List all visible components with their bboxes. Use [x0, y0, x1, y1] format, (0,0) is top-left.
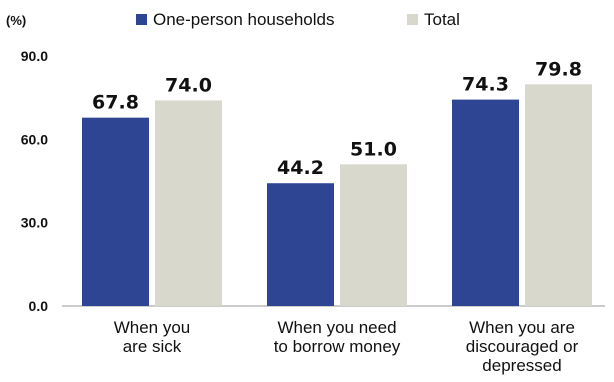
- category-label: When you are discouraged or depressed: [466, 318, 579, 375]
- data-label: 44.2: [277, 157, 324, 179]
- data-label: 74.0: [165, 74, 212, 96]
- data-label: 67.8: [92, 92, 139, 114]
- data-label: 51.0: [350, 138, 397, 160]
- legend-label: One-person households: [153, 10, 334, 29]
- bar: [340, 164, 407, 306]
- data-label: 79.8: [535, 58, 582, 80]
- y-axis-unit: (%): [6, 13, 26, 28]
- legend-label: Total: [424, 10, 460, 29]
- y-tick-label: 90.0: [21, 48, 48, 64]
- bar: [267, 183, 334, 306]
- category-label-line: depressed: [482, 356, 561, 375]
- legend-swatch: [407, 14, 418, 25]
- legend: One-person households Total: [136, 10, 460, 29]
- y-tick-label: 0.0: [29, 298, 49, 314]
- y-tick-label: 30.0: [21, 215, 48, 231]
- bar: [452, 99, 519, 306]
- category-label-line: discouraged or: [466, 337, 579, 356]
- category-label-line: to borrow money: [274, 337, 401, 356]
- y-axis-ticks: 0.0 30.0 60.0 90.0: [21, 48, 48, 314]
- data-labels: 67.8 44.2 74.3 74.0 51.0 79.8: [92, 58, 582, 179]
- bar: [155, 100, 222, 306]
- category-label-line: When you: [114, 318, 191, 337]
- category-label-line: When you need: [277, 318, 396, 337]
- category-label-line: are sick: [123, 337, 182, 356]
- data-label: 74.3: [462, 74, 509, 96]
- category-label: When you are sick: [114, 318, 191, 356]
- category-label: When you need to borrow money: [274, 318, 401, 356]
- bars: [82, 84, 592, 307]
- bar: [82, 117, 149, 307]
- legend-swatch: [136, 14, 147, 25]
- category-label-line: When you are: [469, 318, 575, 337]
- y-tick-label: 60.0: [21, 131, 48, 147]
- category-labels: When you are sick When you need to borrow m…: [114, 318, 579, 375]
- bar: [525, 84, 592, 306]
